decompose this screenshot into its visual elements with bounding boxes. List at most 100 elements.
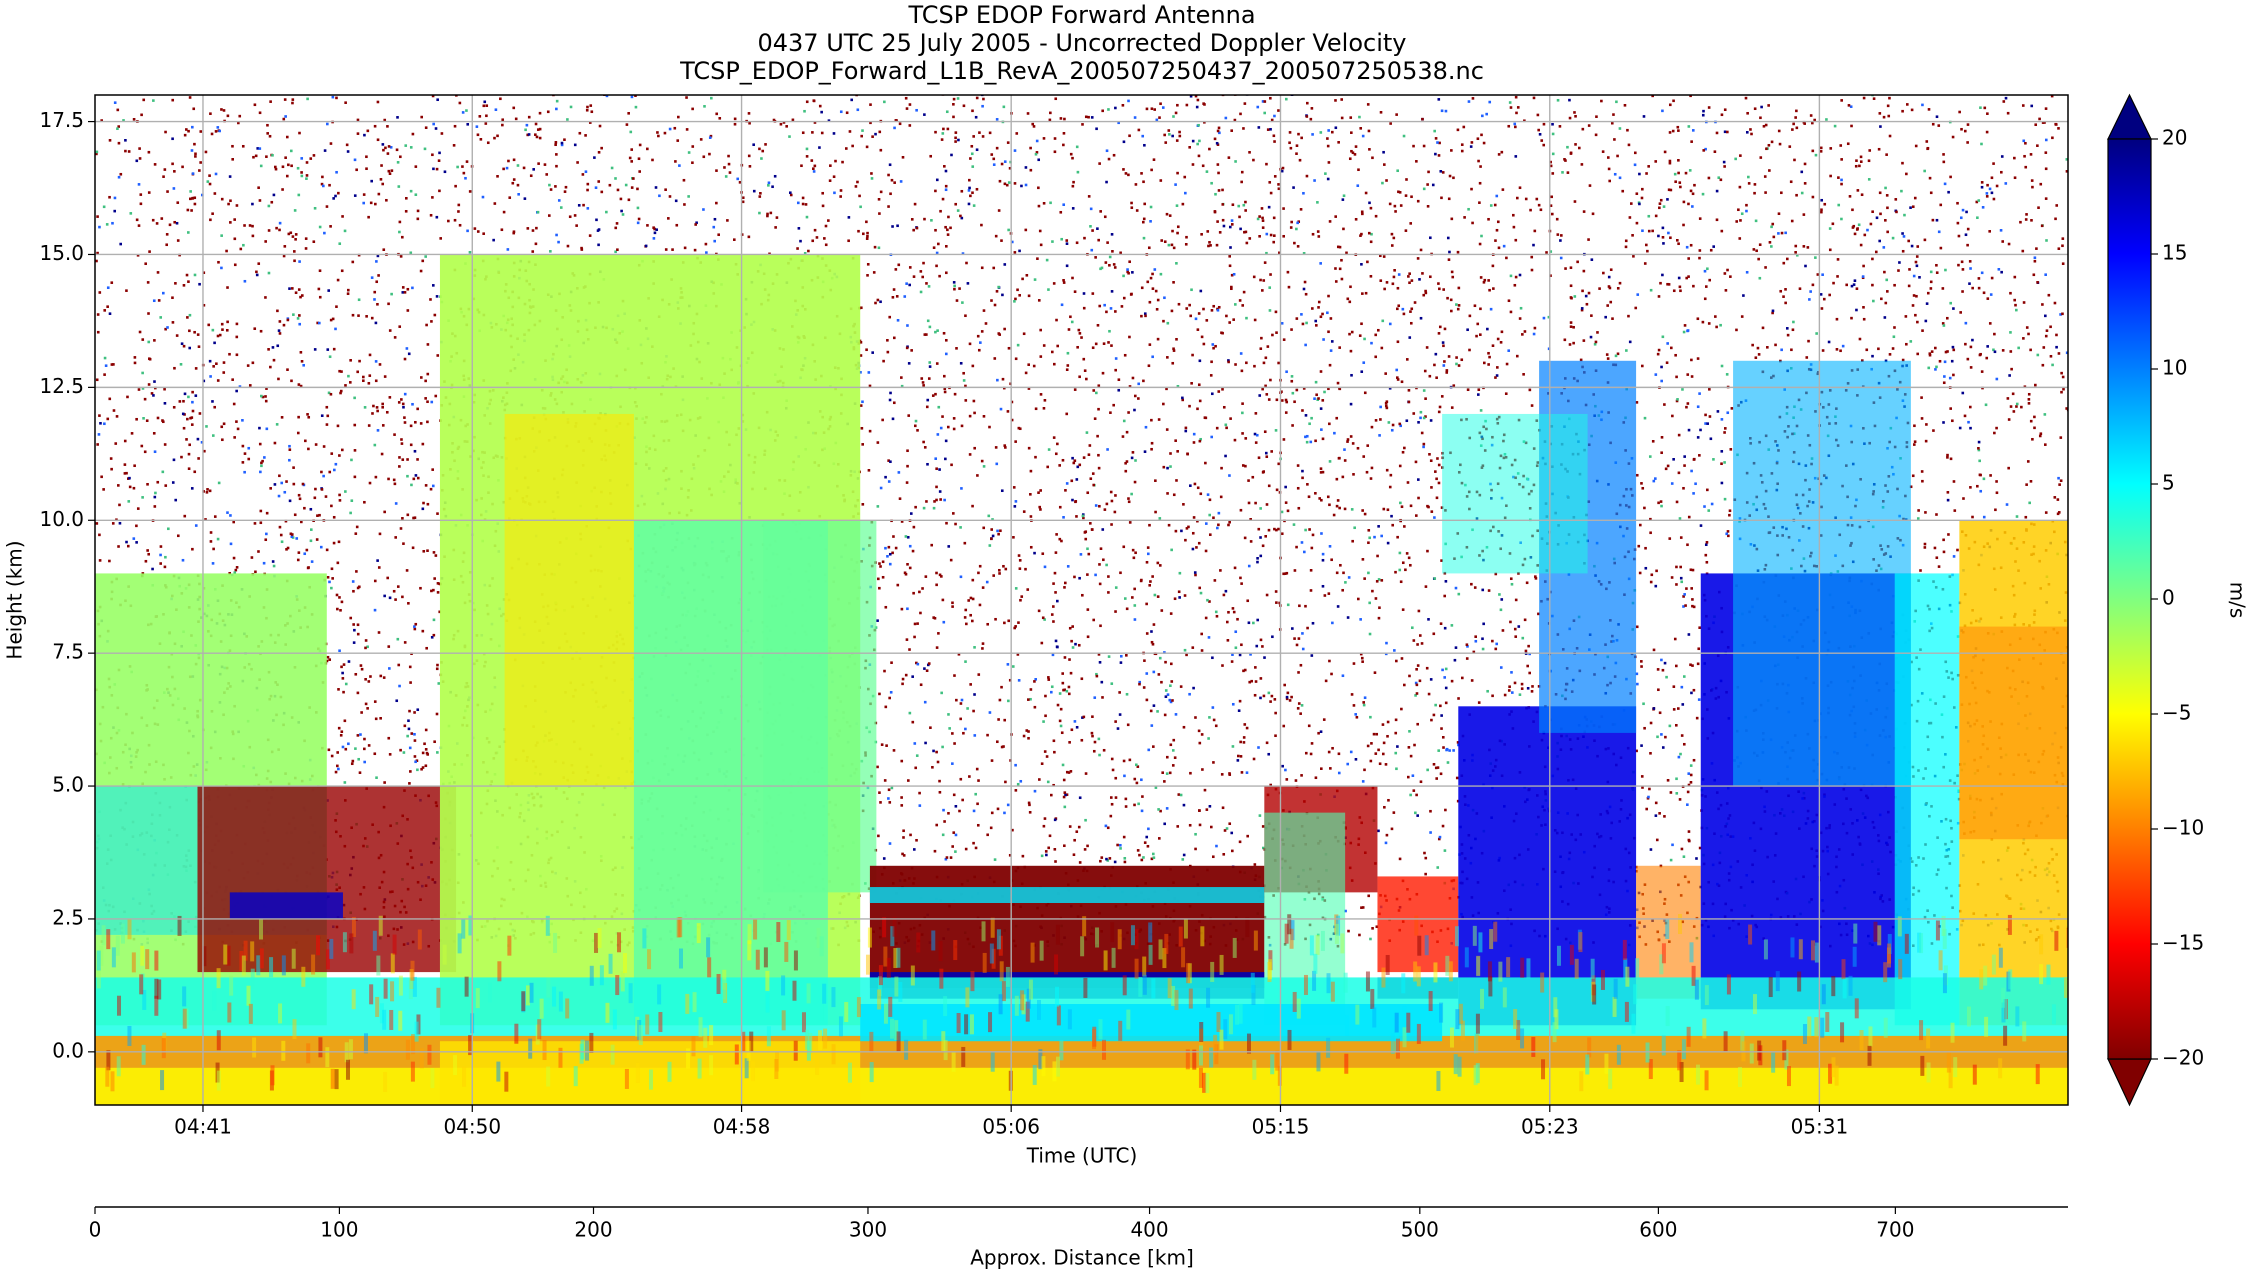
noise (1075, 515, 1078, 518)
noise (1172, 347, 1175, 351)
noise (1928, 88, 1931, 91)
noise (1634, 306, 1638, 310)
noise (1923, 169, 1926, 173)
noise (269, 487, 272, 490)
noise (398, 465, 401, 468)
noise (877, 834, 880, 838)
noise (674, 199, 678, 203)
noise (1271, 333, 1274, 337)
noise (1063, 656, 1067, 659)
noise (935, 178, 939, 182)
noise (1657, 501, 1660, 505)
noise (1166, 466, 1169, 470)
noise (388, 329, 392, 332)
noise (1267, 398, 1271, 401)
noise (901, 852, 904, 856)
noise (1000, 162, 1004, 166)
noise (1444, 686, 1448, 690)
noise (1615, 100, 1618, 104)
noise (430, 320, 433, 323)
noise (139, 193, 143, 196)
noise (1424, 585, 1428, 588)
noise (1152, 704, 1156, 707)
noise (283, 245, 287, 248)
noise (1152, 158, 1156, 161)
noise (1687, 275, 1690, 278)
noise (2047, 293, 2051, 297)
noise (1661, 109, 1664, 113)
noise (1076, 170, 1080, 174)
noise (1491, 694, 1494, 698)
noise (1234, 160, 1237, 163)
noise (1161, 771, 1165, 774)
noise (387, 645, 391, 648)
noise (435, 167, 439, 171)
noise (1798, 287, 1802, 291)
noise (771, 185, 774, 189)
noise (409, 681, 412, 684)
noise (1126, 268, 1129, 271)
noise (1225, 827, 1229, 830)
noise (2065, 170, 2068, 173)
noise (1086, 608, 1090, 611)
noise (289, 149, 293, 153)
noise (99, 421, 102, 425)
noise (1128, 385, 1132, 388)
noise (1682, 223, 1685, 227)
noise (1880, 297, 1883, 301)
noise (1687, 838, 1691, 842)
noise (1330, 672, 1333, 676)
noise (1564, 267, 1567, 270)
noise (1153, 268, 1157, 271)
noise (1537, 128, 1540, 132)
noise (1267, 528, 1271, 532)
noise (1460, 143, 1464, 146)
noise (1046, 465, 1050, 469)
noise (468, 250, 472, 254)
noise (1764, 191, 1767, 194)
noise (1566, 145, 1569, 149)
noise (182, 284, 186, 287)
noise (1836, 258, 1840, 261)
noise (1477, 393, 1480, 396)
noise (549, 250, 552, 253)
noise (1720, 113, 1724, 117)
noise (456, 165, 459, 169)
noise (1764, 266, 1767, 269)
noise (96, 443, 99, 446)
noise (1398, 191, 1402, 194)
noise (614, 90, 617, 93)
noise (1255, 644, 1259, 648)
noise (1348, 300, 1352, 304)
noise (1037, 491, 1040, 494)
noise (209, 540, 213, 543)
noise (1388, 386, 1392, 390)
noise (1109, 411, 1112, 414)
noise (1052, 436, 1056, 439)
noise (277, 494, 281, 498)
noise (347, 374, 350, 378)
noise (1322, 718, 1326, 721)
noise (1667, 188, 1671, 192)
noise (1456, 741, 1460, 744)
noise (1637, 544, 1641, 548)
noise (999, 529, 1002, 533)
noise (832, 175, 836, 179)
noise (1209, 374, 1213, 377)
noise (1097, 407, 1100, 411)
noise (1017, 621, 1020, 624)
noise (1384, 763, 1388, 766)
noise (1393, 649, 1396, 652)
noise (1470, 582, 1473, 586)
noise (1480, 234, 1483, 238)
noise (209, 375, 212, 378)
noise (1011, 828, 1014, 832)
noise (1643, 726, 1646, 730)
noise (925, 405, 929, 409)
noise (363, 760, 366, 764)
noise (116, 127, 119, 131)
noise (978, 131, 981, 134)
noise (1779, 289, 1783, 293)
noise (117, 484, 120, 487)
noise (411, 402, 414, 406)
